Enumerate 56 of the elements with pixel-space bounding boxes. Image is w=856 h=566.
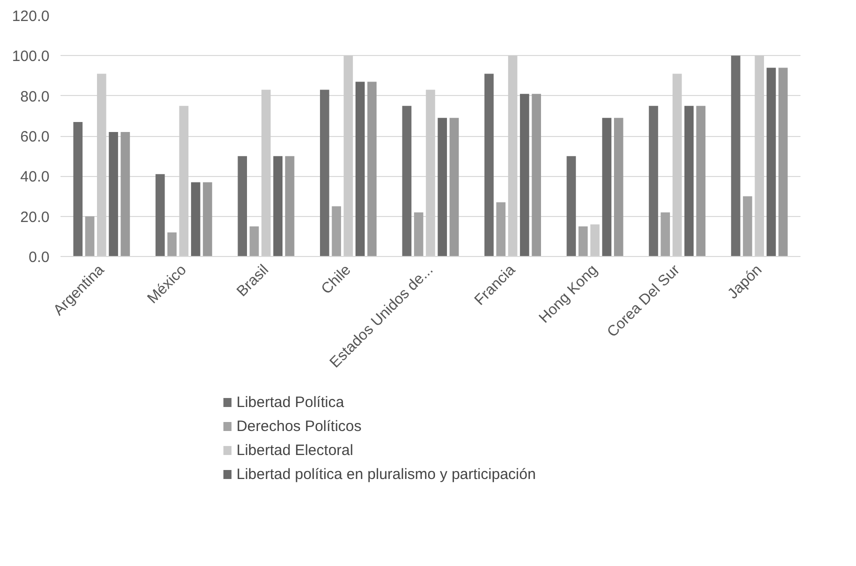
bar: [202, 182, 212, 256]
y-tick-label: 0.0: [28, 249, 50, 266]
bar: [742, 196, 752, 256]
bar: [696, 106, 706, 256]
bar: [496, 202, 506, 256]
bar: [191, 182, 200, 256]
bar: [590, 224, 600, 256]
y-tick-label: 120.0: [12, 8, 50, 25]
bar: [648, 106, 658, 256]
bar: [578, 226, 588, 256]
bar: [356, 82, 365, 256]
bar: [532, 94, 542, 256]
bar: [766, 68, 776, 256]
bar: [320, 90, 330, 256]
legend-label: Derechos Políticos: [236, 418, 362, 435]
bar: [602, 118, 612, 256]
bar: [261, 90, 271, 256]
bar: [238, 156, 247, 256]
bar: [731, 56, 740, 256]
y-tick-label: 80.0: [20, 88, 50, 106]
bar: [120, 132, 130, 256]
bar: [684, 106, 694, 256]
bar: [660, 212, 670, 256]
legend-label: Libertad Electoral: [236, 442, 354, 459]
bar: [438, 118, 447, 256]
bar: [96, 74, 106, 256]
bar: [566, 156, 576, 256]
legend-label: Libertad política en pluralismo y participación: [236, 466, 536, 483]
bar: [250, 226, 259, 256]
bar: [414, 212, 424, 256]
bar: [520, 94, 530, 256]
bar: [614, 118, 624, 256]
bar: [484, 74, 494, 256]
bar: [108, 132, 118, 256]
bar: [332, 206, 342, 256]
bar: [273, 156, 283, 256]
bar: [508, 56, 518, 256]
bar: [167, 232, 177, 256]
bar: [156, 174, 165, 256]
bar: [73, 122, 83, 256]
bar: [450, 118, 459, 256]
bar: [672, 74, 682, 256]
bar: [285, 156, 294, 256]
y-tick-label: 100.0: [12, 48, 50, 66]
bar: [85, 216, 94, 256]
bar: [367, 82, 377, 256]
bar: [344, 56, 353, 256]
y-tick-label: 20.0: [20, 208, 50, 226]
bar: [778, 68, 788, 256]
bar: [754, 56, 764, 256]
bar: [402, 106, 412, 256]
legend-label: Libertad Política: [236, 394, 345, 411]
y-tick-label: 40.0: [20, 168, 50, 186]
y-tick-label: 60.0: [20, 128, 50, 146]
bar: [179, 106, 188, 256]
bar: [426, 90, 436, 256]
